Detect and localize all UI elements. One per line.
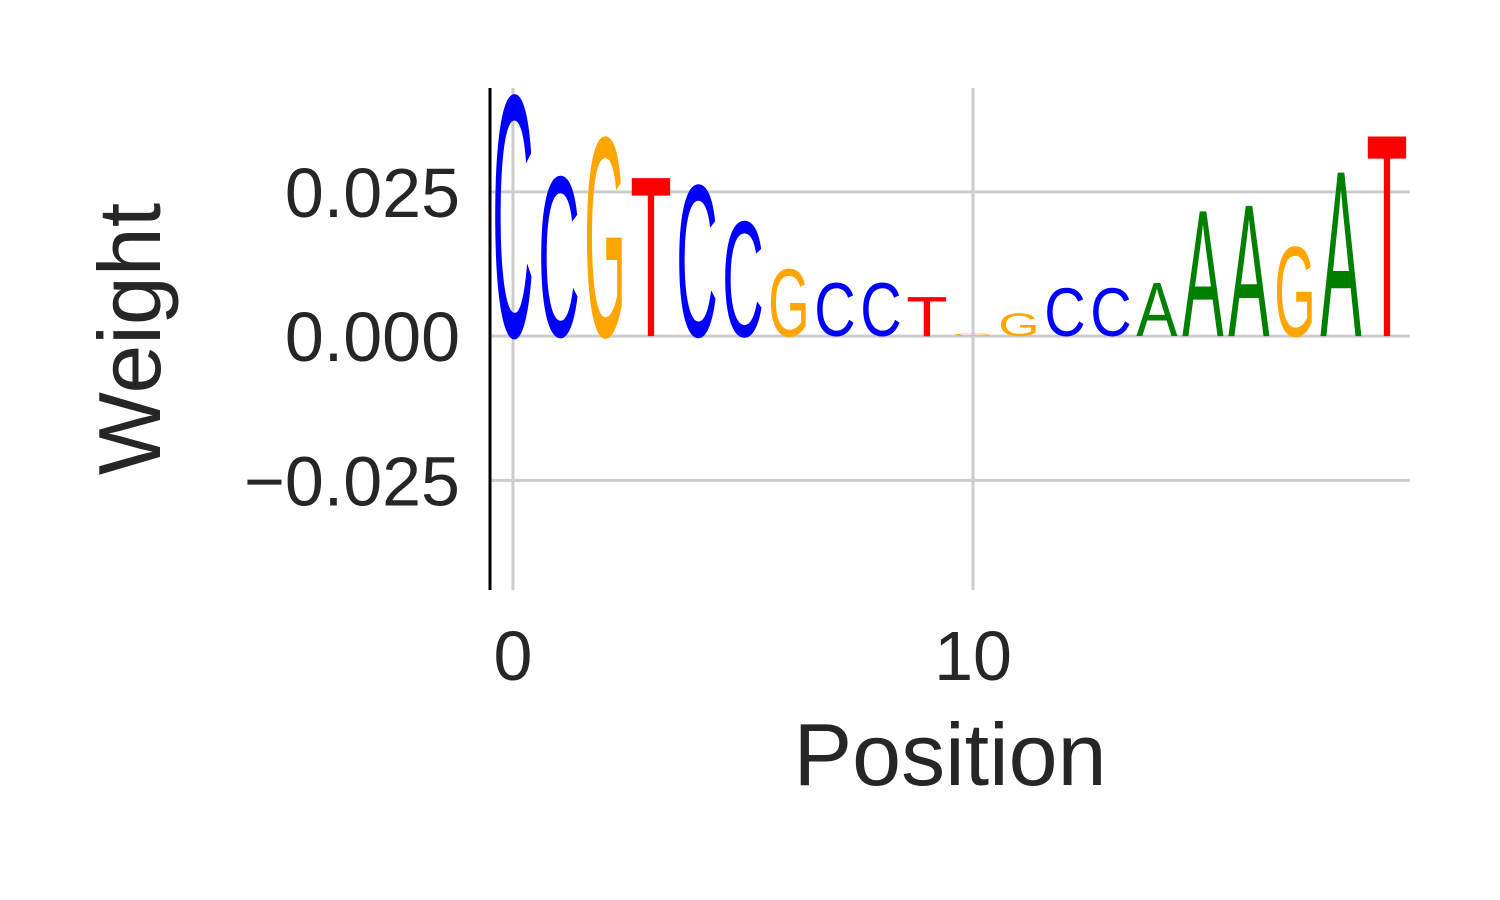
logo-letter-T: T [1366,73,1407,398]
y-tick-label: 0.025 [285,154,460,232]
logo-letter-T: T [906,286,947,348]
x-tick-label: 0 [494,617,533,695]
logo-letter-C: C [676,139,717,382]
grid [490,88,1410,590]
logo-letter-A: A [1228,164,1269,376]
logo-letter-A: A [1320,121,1361,387]
logo-letter-C: C [1090,275,1131,351]
x-axis-title: Position [793,705,1106,804]
logo-letter-C: C [860,268,901,353]
y-tick-label: 0.000 [285,298,460,376]
y-tick-label: −0.025 [244,442,460,520]
logo-letter-G: G [768,248,809,357]
logo-letter-A: A [1136,267,1178,353]
logo-letter-C: C [722,188,763,372]
x-tick-label: 10 [934,617,1012,695]
logo-letter-G: G [952,332,993,336]
logo-letter-C: C [1044,275,1085,351]
logo-letter-C: C [492,22,533,410]
logo-letter-C: C [814,268,855,353]
tick-labels: 0 10 −0.025 0.000 0.025 [244,154,1012,695]
logo-letter-T: T [630,129,671,385]
logo-letter-G: G [584,78,625,398]
logo-letter-G: G [1274,220,1315,364]
logo-letter-G: G [998,308,1039,344]
logo-letter-A: A [1182,171,1224,374]
y-axis-title: Weight [80,203,179,475]
logo-letter-C: C [538,129,579,386]
